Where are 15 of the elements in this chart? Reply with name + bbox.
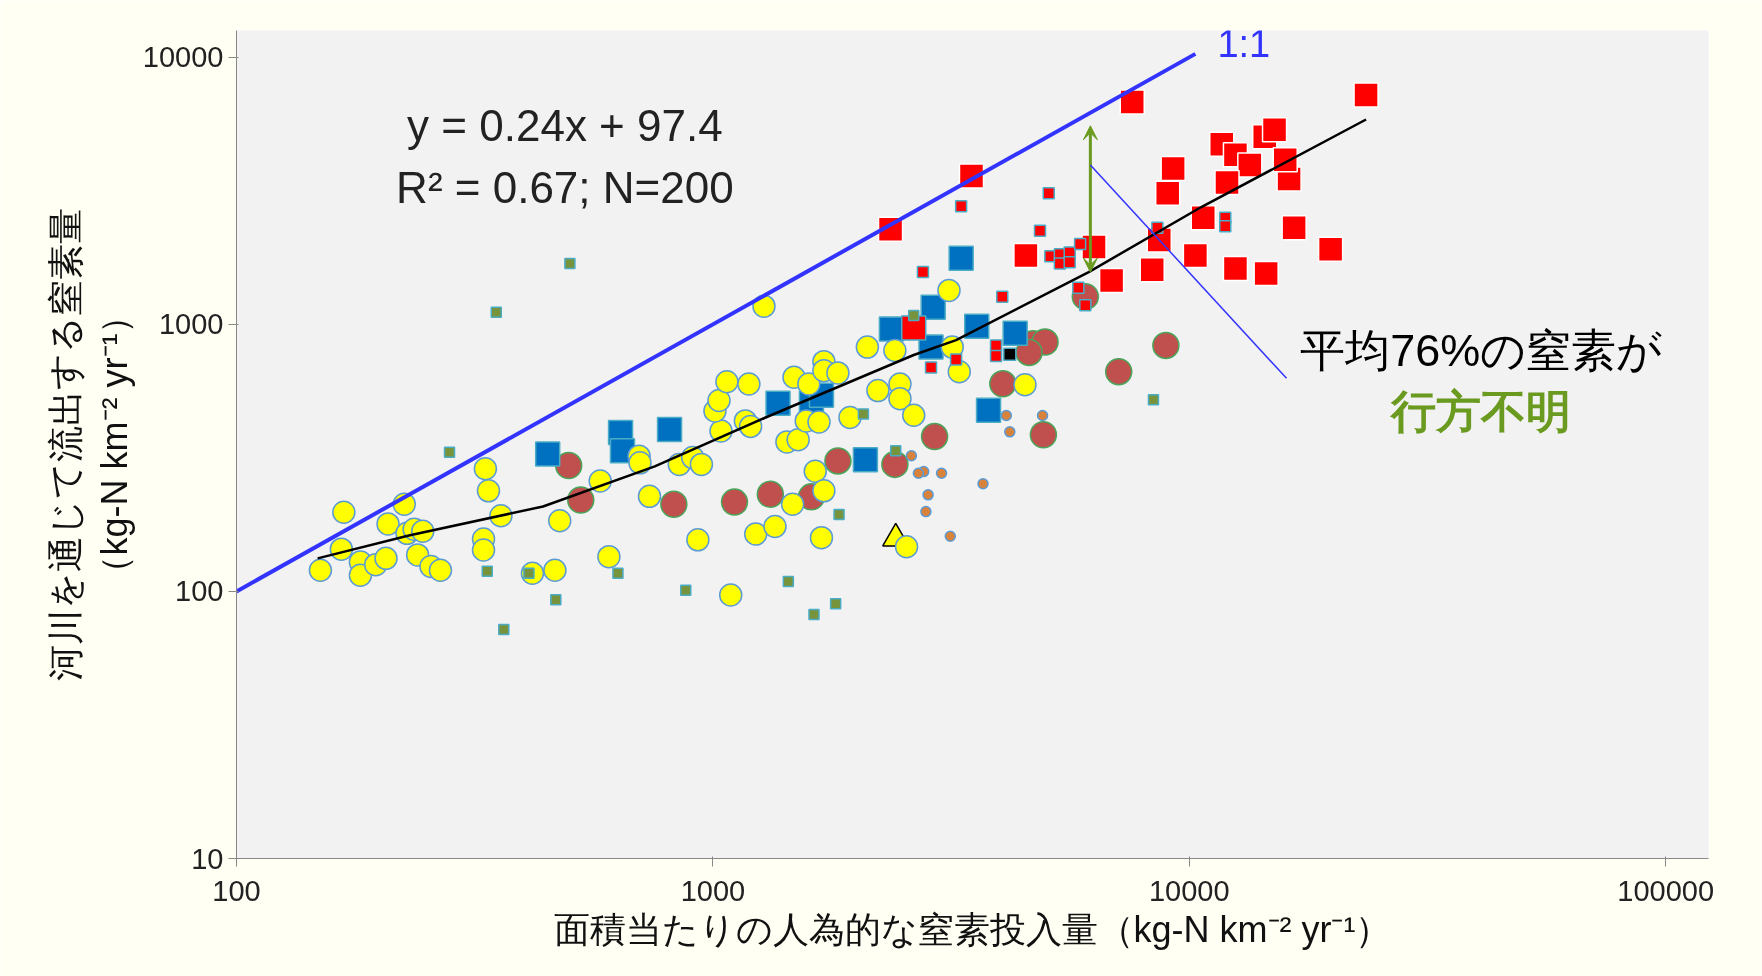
y-tick-label: 10000 — [142, 41, 224, 74]
y-axis-title: 河川を通じて流出する窒素量（kg-N km⁻² yr⁻¹） — [44, 208, 135, 681]
series-label: 1:1 — [1217, 22, 1271, 65]
x-axis-title: 面積当たりの人為的な窒素投入量（kg-N km⁻² yr⁻¹） — [553, 908, 1392, 950]
y-tick-label: 100 — [175, 575, 224, 608]
y-tick-label: 1000 — [158, 308, 224, 341]
annotation: R² = 0.67; N=200 — [396, 162, 734, 212]
x-tick-label: 10000 — [1148, 874, 1230, 907]
x-tick-label: 100 — [212, 874, 261, 907]
x-tick-label: 1000 — [680, 874, 746, 907]
y-tick-label: 10 — [191, 842, 224, 875]
annotation: 行方不明 — [1389, 386, 1572, 438]
annotation: y = 0.24x + 97.4 — [407, 101, 723, 151]
annotation: 平均76%の窒素が — [1300, 324, 1663, 376]
x-tick-label: 100000 — [1617, 874, 1715, 907]
